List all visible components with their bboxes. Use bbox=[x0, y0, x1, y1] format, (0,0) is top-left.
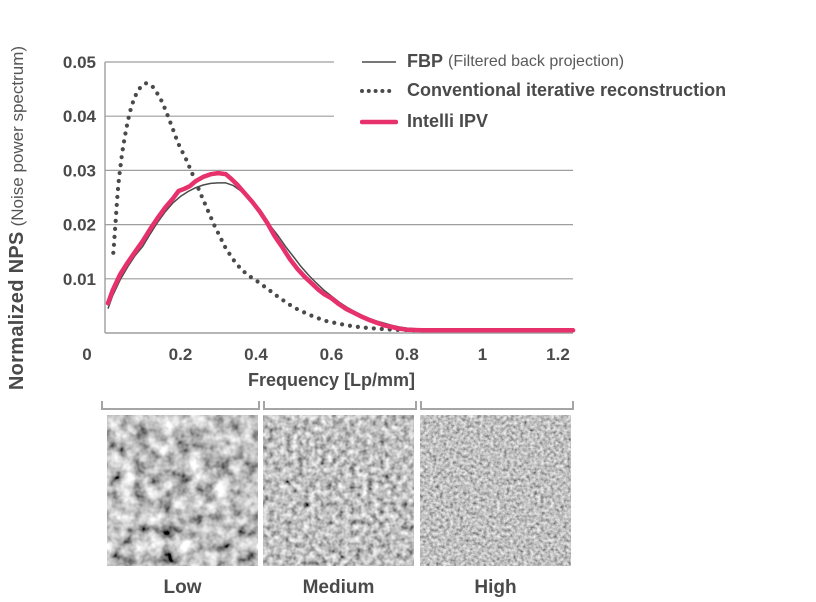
x-tick-label: 1 bbox=[478, 345, 487, 364]
noise-panel-medium bbox=[263, 415, 414, 566]
panel-label-low: Low bbox=[163, 577, 202, 598]
range-bracket-high bbox=[420, 401, 574, 410]
intelli-ipv-curve bbox=[105, 170, 576, 333]
legend-entry-intelli-ipv: Intelli IPV bbox=[360, 111, 488, 132]
range-bracket-low bbox=[101, 401, 260, 410]
noise-image-medium bbox=[263, 415, 414, 566]
nps-chart: 0.01 0.02 0.03 0.04 0.05 0 0.2 0.4 0.6 0.8 1 1.2 bbox=[63, 53, 576, 364]
panel-label-medium: Medium bbox=[302, 577, 375, 598]
legend-label-conventional: Conventional iterative reconstruction bbox=[407, 80, 727, 100]
y-axis-title-sub: (Noise power spectrum) bbox=[8, 45, 27, 227]
y-tick-label: 0.05 bbox=[63, 53, 96, 72]
noise-panel-high bbox=[420, 415, 571, 566]
legend-sublabel-fbp: (Filtered back projection) bbox=[448, 52, 625, 70]
legend-entry-conventional: Conventional iterative reconstruction bbox=[360, 80, 726, 101]
x-tick-label: 0.8 bbox=[395, 345, 419, 364]
y-tick-label: 0.04 bbox=[63, 107, 97, 126]
legend-label-intelli-ipv: Intelli IPV bbox=[407, 111, 489, 131]
x-tick-label: 0 bbox=[82, 345, 91, 364]
noise-panel-low bbox=[107, 415, 258, 566]
fbp-curve bbox=[107, 182, 574, 332]
legend-label-fbp: FBP bbox=[407, 51, 443, 71]
panel-label-high: High bbox=[474, 577, 517, 598]
dotted-line-icon bbox=[360, 88, 398, 93]
noise-image-high bbox=[420, 415, 571, 566]
x-tick-label: 0.4 bbox=[244, 345, 268, 364]
noise-image-low bbox=[107, 415, 258, 566]
y-tick-label: 0.01 bbox=[63, 270, 96, 289]
fbp-line-icon bbox=[362, 60, 396, 63]
pink-line-icon bbox=[360, 119, 398, 124]
x-tick-label: 0.2 bbox=[169, 345, 193, 364]
x-tick-label: 1.2 bbox=[546, 345, 570, 364]
x-tick-label: 0.6 bbox=[320, 345, 344, 364]
x-axis-title: Frequency [Lp/mm] bbox=[247, 370, 416, 390]
conventional-iterative-curve bbox=[111, 80, 576, 333]
y-tick-label: 0.02 bbox=[63, 216, 96, 235]
legend-entry-fbp: FBP (Filtered back projection) bbox=[360, 51, 624, 72]
y-axis-title: Normalized NPS (Noise power spectrum) bbox=[6, 6, 29, 430]
range-bracket-medium bbox=[263, 401, 417, 410]
y-axis-title-main: Normalized NPS bbox=[6, 231, 28, 391]
y-tick-label: 0.03 bbox=[63, 161, 96, 180]
